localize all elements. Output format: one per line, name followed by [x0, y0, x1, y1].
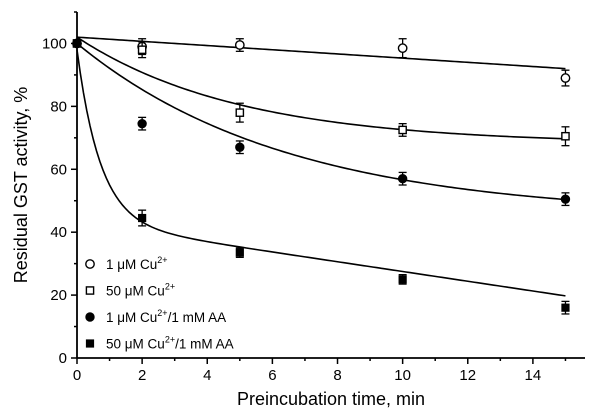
legend-label: 50 μM Cu2+ — [106, 282, 175, 299]
x-tick-label: 6 — [268, 367, 276, 384]
y-tick-label: 80 — [50, 98, 67, 115]
x-tick-label: 4 — [203, 367, 211, 384]
legend-label: 50 μM Cu2+/1 mM AA — [106, 335, 234, 352]
legend: 1 μM Cu2+ 50 μM Cu2+ 1 μM Cu2+/1 mM AA 50 μ… — [85, 255, 234, 352]
legend-item: 50 μM Cu2+ — [85, 282, 175, 299]
data-point-series-1 — [397, 43, 408, 54]
y-tick-label: 100 — [42, 35, 67, 52]
data-point-series-3 — [235, 142, 245, 152]
y-tick-label: 0 — [59, 350, 67, 367]
fit-curve-series-4 — [76, 49, 566, 297]
legend-label: 1 μM Cu2+ — [106, 255, 168, 272]
data-point-series-2 — [235, 108, 245, 117]
data-point-series-1 — [234, 40, 245, 50]
data-point-series-4 — [235, 248, 244, 257]
legend-marker — [85, 312, 95, 322]
legend-item: 50 μM Cu2+/1 mM AA — [85, 335, 234, 352]
data-point-series-4 — [561, 303, 570, 312]
legend-item: 1 μM Cu2+ — [85, 255, 168, 272]
data-point-series-2 — [561, 131, 570, 141]
y-tick-label: 60 — [50, 161, 67, 178]
x-tick-label: 12 — [459, 367, 476, 384]
x-tick-label: 14 — [525, 367, 542, 384]
data-point-series-4 — [72, 39, 82, 48]
data-point-series-4 — [398, 275, 407, 284]
axes — [76, 12, 585, 359]
y-tick-label: 20 — [50, 287, 67, 304]
legend-label: 1 μM Cu2+/1 mM AA — [106, 308, 226, 325]
x-tick-label: 2 — [138, 367, 146, 384]
data-point-series-4 — [138, 213, 147, 223]
y-axis-title: Residual GST activity, % — [11, 87, 31, 283]
data-point-series-3 — [397, 174, 408, 184]
x-tick-label: 10 — [394, 367, 411, 384]
data-point-series-3 — [560, 194, 571, 204]
data-points — [72, 38, 571, 315]
y-tick-label: 40 — [50, 224, 67, 241]
x-axis-title: Preincubation time, min — [237, 389, 425, 409]
fit-curve-series-2 — [76, 36, 566, 140]
fit-curve-series-3 — [76, 42, 566, 201]
data-point-series-3 — [137, 118, 147, 129]
legend-marker — [85, 259, 95, 269]
data-point-series-2 — [398, 125, 407, 135]
data-point-series-1 — [560, 73, 571, 83]
legend-item: 1 μM Cu2+/1 mM AA — [85, 308, 226, 325]
legend-marker — [85, 339, 95, 348]
x-tick-label: 0 — [73, 367, 81, 384]
fit-curves — [76, 36, 566, 297]
ticks: 0 20 40 60 80 100 0 2 4 6 8 10 12 14 — [42, 11, 567, 384]
legend-marker — [85, 286, 95, 295]
fit-curve-series-1 — [76, 36, 566, 70]
x-tick-label: 8 — [333, 367, 341, 384]
data-point-series-2 — [137, 45, 147, 55]
